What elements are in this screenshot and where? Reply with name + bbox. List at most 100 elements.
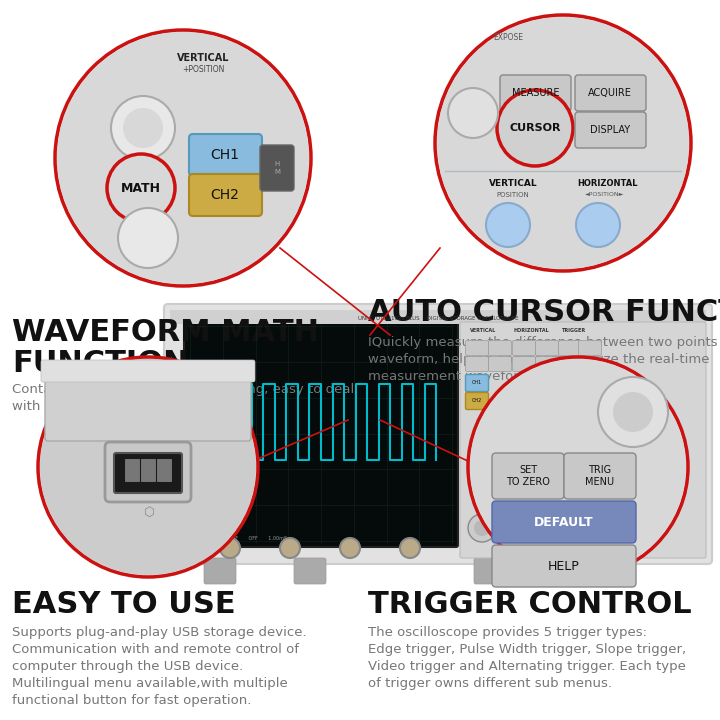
FancyBboxPatch shape (559, 356, 582, 372)
Circle shape (55, 30, 311, 286)
Circle shape (38, 357, 258, 577)
FancyBboxPatch shape (294, 558, 326, 584)
Text: ⬡: ⬡ (143, 505, 153, 518)
Circle shape (400, 538, 420, 558)
Text: Supports plug-and-play USB storage device.
Communication with and remote control: Supports plug-and-play USB storage devic… (12, 626, 307, 707)
Text: IQuickly measure the difference between two points of the
waveform, helping engi: IQuickly measure the difference between … (368, 336, 720, 383)
FancyBboxPatch shape (513, 341, 536, 356)
Circle shape (435, 15, 691, 271)
FancyBboxPatch shape (513, 356, 536, 372)
Text: H
M: H M (274, 161, 280, 174)
Text: AUTO CURSOR FUNCTION: AUTO CURSOR FUNCTION (368, 298, 720, 327)
Text: TRIG
MENU: TRIG MENU (585, 465, 615, 487)
Bar (157, 459, 171, 481)
Text: +POSITION: +POSITION (182, 66, 224, 74)
Text: EXPOSE: EXPOSE (493, 32, 523, 42)
Text: VERTICAL: VERTICAL (470, 328, 496, 333)
FancyBboxPatch shape (164, 304, 712, 564)
Circle shape (437, 17, 689, 269)
FancyBboxPatch shape (575, 112, 646, 148)
FancyBboxPatch shape (45, 369, 251, 441)
Circle shape (497, 90, 573, 166)
FancyBboxPatch shape (189, 174, 262, 216)
FancyBboxPatch shape (578, 341, 601, 356)
Circle shape (468, 514, 496, 542)
Text: WAVEFORM MATH
FUNCTION: WAVEFORM MATH FUNCTION (12, 318, 319, 378)
FancyBboxPatch shape (536, 341, 559, 356)
FancyBboxPatch shape (189, 134, 262, 176)
FancyBboxPatch shape (474, 558, 506, 584)
Circle shape (107, 154, 175, 222)
FancyBboxPatch shape (466, 392, 488, 410)
FancyBboxPatch shape (114, 453, 182, 493)
Circle shape (57, 32, 309, 284)
FancyBboxPatch shape (488, 356, 511, 372)
Bar (125, 459, 139, 481)
FancyBboxPatch shape (41, 360, 255, 382)
Text: VERTICAL: VERTICAL (176, 53, 229, 63)
Text: POSITION: POSITION (497, 192, 529, 198)
FancyBboxPatch shape (260, 145, 294, 191)
Circle shape (578, 514, 606, 542)
Circle shape (280, 538, 300, 558)
Text: TRIGGER CONTROL: TRIGGER CONTROL (368, 590, 692, 619)
Circle shape (509, 520, 525, 536)
FancyBboxPatch shape (105, 442, 191, 502)
Circle shape (549, 520, 565, 536)
Circle shape (543, 514, 571, 542)
Text: DEFAULT: DEFAULT (534, 516, 594, 528)
Text: ◄POSITION►: ◄POSITION► (585, 192, 625, 197)
Text: SET
TO ZERO: SET TO ZERO (506, 465, 550, 487)
Circle shape (613, 392, 653, 432)
Text: TRIGGER: TRIGGER (562, 328, 586, 333)
Text: MATH: MATH (121, 181, 161, 194)
Text: CH2: CH2 (472, 398, 482, 403)
FancyBboxPatch shape (536, 356, 559, 372)
Circle shape (468, 357, 688, 577)
Bar (170, 310, 706, 324)
Circle shape (123, 108, 163, 148)
Text: MEASURE: MEASURE (512, 88, 559, 98)
Text: CH2: CH2 (210, 188, 240, 202)
Text: CURSOR: CURSOR (509, 123, 561, 133)
FancyBboxPatch shape (594, 558, 626, 584)
Circle shape (474, 520, 490, 536)
FancyBboxPatch shape (466, 356, 488, 372)
FancyBboxPatch shape (488, 341, 511, 356)
FancyBboxPatch shape (460, 322, 706, 558)
Circle shape (470, 359, 686, 575)
FancyBboxPatch shape (492, 453, 564, 499)
Text: DISPLAY: DISPLAY (590, 125, 630, 135)
Bar (141, 459, 155, 481)
Text: UNI-T  UTD2102s PLUS    DIGITAL STORAGE OSCILLOSCOPE: UNI-T UTD2102s PLUS DIGITAL STORAGE OSCI… (358, 315, 518, 320)
Text: The oscilloscope provides 5 trigger types:
Edge trigger, Pulse Width trigger, Sl: The oscilloscope provides 5 trigger type… (368, 626, 686, 690)
Circle shape (40, 359, 256, 575)
Circle shape (111, 96, 175, 160)
Circle shape (503, 514, 531, 542)
Text: HORIZONTAL: HORIZONTAL (577, 179, 638, 187)
Text: VERTICAL: VERTICAL (489, 179, 537, 187)
FancyBboxPatch shape (559, 341, 582, 356)
Text: HELP: HELP (548, 559, 580, 572)
Text: Contains +, -, *, /, FFT, digital filtering, easy to deal
with test problems.: Contains +, -, *, /, FFT, digital filter… (12, 383, 354, 413)
FancyBboxPatch shape (184, 320, 458, 547)
Circle shape (576, 203, 620, 247)
Circle shape (448, 88, 498, 138)
Text: F:1.00k  5V     OFF       OFF       1.00mS: F:1.00k 5V OFF OFF 1.00mS (194, 536, 287, 541)
FancyBboxPatch shape (466, 341, 488, 356)
FancyBboxPatch shape (492, 545, 636, 587)
FancyBboxPatch shape (578, 356, 601, 372)
FancyBboxPatch shape (564, 453, 636, 499)
FancyBboxPatch shape (500, 75, 571, 111)
Circle shape (220, 538, 240, 558)
Text: EASY TO USE: EASY TO USE (12, 590, 235, 619)
FancyBboxPatch shape (575, 75, 646, 111)
Circle shape (340, 538, 360, 558)
FancyBboxPatch shape (466, 374, 488, 392)
FancyBboxPatch shape (204, 558, 236, 584)
Circle shape (486, 203, 530, 247)
Circle shape (584, 520, 600, 536)
Circle shape (598, 377, 668, 447)
Circle shape (118, 208, 178, 268)
Text: HORIZONTAL: HORIZONTAL (514, 328, 550, 333)
